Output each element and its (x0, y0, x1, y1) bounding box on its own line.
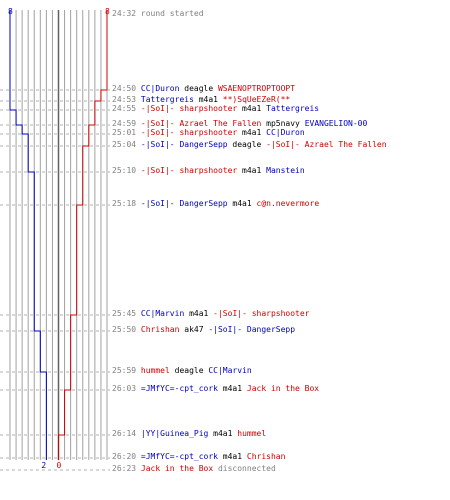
log-text: deagle (169, 366, 209, 375)
blue-end-count: 2 (41, 461, 46, 470)
log-text: -|SoI|- DangerSepp (208, 325, 296, 334)
log-text: CC|Duron (266, 128, 305, 137)
log-timestamp: 25:01 (112, 128, 141, 137)
log-timestamp: 26:23 (112, 464, 141, 473)
red-start-count: 8 (105, 7, 110, 16)
log-text: m4a1 (237, 104, 267, 113)
log-text: Chrishan (140, 325, 180, 334)
log-entry: 26:20 =JMfYC=-cpt_cork m4a1 Chrishan (112, 452, 285, 462)
log-text: m4a1 (208, 429, 238, 438)
log-text: m4a1 (217, 384, 247, 393)
log-text: EVANGELION-00 (304, 119, 368, 128)
log-text: m4a1 (184, 309, 214, 318)
log-entry: 26:03 =JMfYC=-cpt_cork m4a1 Jack in the … (112, 384, 319, 394)
log-text: deagle (179, 84, 218, 93)
log-timestamp: 24:55 (112, 104, 141, 113)
log-entry: 24:55 -|SoI|- sharpshooter m4a1 Tattergr… (112, 104, 319, 114)
log-text: Tattergreis (140, 95, 194, 104)
log-entry: 26:23 Jack in the Box disconnected (112, 464, 276, 474)
log-entry: 26:14 |YY|Guinea_Pig m4a1 hummel (112, 429, 266, 439)
log-timestamp: 24:50 (112, 84, 141, 93)
log-text: CC|Marvin (140, 309, 185, 318)
log-entry: 24:59 -|SoI|- Azrael The Fallen mp5navy … (112, 119, 367, 129)
log-text: m4a1 (217, 452, 247, 461)
log-timestamp: 26:03 (112, 384, 141, 393)
log-text: -|SoI|- Azrael The Fallen (266, 140, 387, 149)
log-entry: 24:50 CC|Duron deagle WSAENOPTROPTOOPT (112, 84, 295, 94)
log-text: -|SoI|- Azrael The Fallen (140, 119, 262, 128)
log-entry: 25:50 Chrishan ak47 -|SoI|- DangerSepp (112, 325, 295, 335)
log-text: **)SqUeEZeR(** (222, 95, 291, 104)
log-timestamp: 25:04 (112, 140, 141, 149)
log-timestamp: 25:10 (112, 166, 141, 175)
log-entry: 25:04 -|SoI|- DangerSepp deagle -|SoI|- … (112, 140, 387, 150)
log-text: CC|Duron (140, 84, 180, 93)
log-text: Manstein (266, 166, 305, 175)
log-text: Jack in the Box (140, 464, 214, 473)
log-timestamp: 25:50 (112, 325, 141, 334)
log-entry: 25:45 CC|Marvin m4a1 -|SoI|- sharpshoote… (112, 309, 310, 319)
red-end-count: 0 (57, 461, 62, 470)
log-text: disconnected (213, 464, 276, 473)
log-entry: 24:53 Tattergreis m4a1 **)SqUeEZeR(** (112, 95, 290, 105)
log-text: -|SoI|- sharpshooter (140, 128, 238, 137)
log-text: hummel (140, 366, 170, 375)
log-timestamp: 25:18 (112, 199, 141, 208)
log-text: m4a1 (193, 95, 223, 104)
log-text: -|SoI|- sharpshooter (140, 104, 238, 113)
log-text: -|SoI|- sharpshooter (213, 309, 310, 318)
log-timestamp: 26:20 (112, 452, 141, 461)
log-timestamp: 25:45 (112, 309, 141, 318)
log-entry: 24:32 round started (112, 9, 204, 19)
log-text: Jack in the Box (246, 384, 320, 393)
log-timestamp: 25:59 (112, 366, 141, 375)
log-text: WSAENOPTROPTOOPT (217, 84, 296, 93)
log-text: m4a1 (227, 199, 257, 208)
log-text: round started (140, 9, 204, 18)
log-text: ak47 (179, 325, 209, 334)
log-text: -|SoI|- DangerSepp (140, 140, 228, 149)
log-timestamp: 24:32 (112, 9, 141, 18)
log-text: c@n.nevermore (256, 199, 320, 208)
blue-team-alive-line (9, 10, 47, 460)
log-text: |YY|Guinea_Pig (140, 429, 209, 438)
red-team-alive-line (58, 10, 108, 460)
log-entry: 25:10 -|SoI|- sharpshooter m4a1 Manstein (112, 166, 305, 176)
log-text: m4a1 (237, 128, 267, 137)
log-text: Chrishan (246, 452, 286, 461)
log-entry: 25:18 -|SoI|- DangerSepp m4a1 c@n.neverm… (112, 199, 319, 209)
log-text: hummel (237, 429, 267, 438)
log-text: CC|Marvin (208, 366, 252, 375)
log-text: deagle (227, 140, 267, 149)
log-text: Tattergreis (266, 104, 320, 113)
log-text: mp5navy (261, 119, 305, 128)
log-text: =JMfYC=-cpt_cork (140, 452, 218, 461)
log-text: m4a1 (237, 166, 267, 175)
log-text: -|SoI|- sharpshooter (140, 166, 238, 175)
log-timestamp: 24:59 (112, 119, 141, 128)
log-timestamp: 26:14 (112, 429, 141, 438)
log-entry: 25:59 hummel deagle CC|Marvin (112, 366, 252, 376)
log-entry: 25:01 -|SoI|- sharpshooter m4a1 CC|Duron (112, 128, 305, 138)
log-text: =JMfYC=-cpt_cork (140, 384, 218, 393)
blue-start-count: 8 (8, 7, 13, 16)
log-timestamp: 24:53 (112, 95, 141, 104)
log-text: -|SoI|- DangerSepp (140, 199, 228, 208)
